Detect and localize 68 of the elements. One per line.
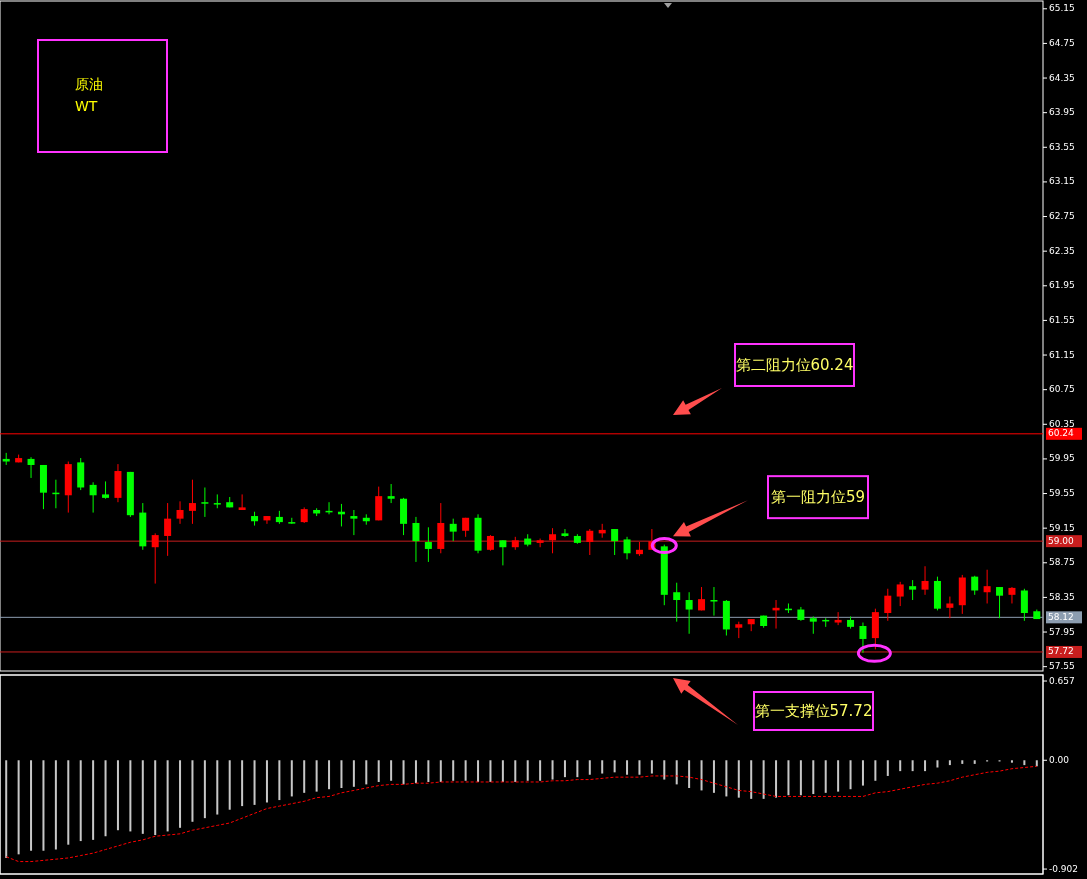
- candlestick: [996, 586, 1004, 619]
- candlestick: [1008, 586, 1016, 604]
- annotation: 第一支撑位57.72: [754, 701, 873, 720]
- candlestick: [673, 582, 681, 623]
- candlestick: [412, 516, 420, 563]
- y-tick-label: 64.35: [1049, 72, 1075, 83]
- y-tick-label: 64.75: [1049, 37, 1075, 48]
- y-tick-label: 0.657: [1049, 675, 1075, 686]
- candlestick: [238, 493, 246, 511]
- candlestick: [536, 538, 544, 548]
- y-tick-label: 58.35: [1049, 591, 1075, 602]
- text: 原油: [75, 76, 103, 92]
- candlestick: [499, 539, 507, 566]
- candlestick: [263, 515, 271, 525]
- candlestick: [909, 579, 917, 601]
- y-tick-label: 57.55: [1049, 661, 1075, 672]
- ref-line-label: 57.72: [1048, 646, 1074, 657]
- candlestick: [971, 575, 979, 596]
- candlestick: [176, 500, 184, 525]
- annotation: 第一阻力位59: [770, 487, 866, 506]
- candlestick: [586, 528, 594, 556]
- ref-line-label: 60.24: [1048, 428, 1075, 439]
- candlestick: [549, 527, 557, 554]
- y-tick-label: 61.95: [1049, 280, 1075, 291]
- ref-line-label: 59.00: [1048, 535, 1075, 546]
- candlestick: [350, 509, 358, 536]
- candlestick: [89, 481, 97, 514]
- y-tick-label: 58.75: [1049, 557, 1075, 568]
- candlestick: [983, 569, 991, 604]
- y-tick-label: 61.15: [1049, 349, 1075, 360]
- y-tick-label: 63.55: [1049, 141, 1075, 152]
- candlestick: [611, 528, 619, 556]
- y-tick-label: 59.15: [1049, 522, 1075, 533]
- candlestick: [424, 526, 432, 563]
- candlestick: [834, 611, 842, 626]
- y-tick-label: 57.95: [1049, 626, 1075, 637]
- candlestick: [859, 622, 867, 654]
- candlestick: [387, 483, 395, 504]
- candlestick: [27, 456, 35, 479]
- candlestick: [1020, 588, 1028, 622]
- candlestick: [561, 528, 569, 538]
- candlestick: [201, 486, 209, 518]
- candlestick: [710, 586, 718, 617]
- y-tick-label: 60.35: [1049, 418, 1075, 429]
- candlestick: [685, 591, 693, 635]
- candlestick: [896, 581, 904, 607]
- y-tick-label: 61.55: [1049, 314, 1075, 325]
- y-tick-label: 59.95: [1049, 453, 1075, 464]
- y-tick-label: 65.15: [1049, 3, 1075, 14]
- y-tick-label: 62.75: [1049, 211, 1075, 222]
- text: WT: [75, 98, 98, 114]
- candlestick: [164, 502, 172, 557]
- candlestick: [921, 565, 929, 596]
- candlestick: [188, 479, 196, 525]
- candlestick: [449, 518, 457, 542]
- candlestick: [623, 536, 631, 560]
- candlestick: [151, 532, 159, 585]
- candlestick: [946, 596, 954, 619]
- y-tick-label: -0.902: [1049, 863, 1079, 874]
- y-tick-label: 63.95: [1049, 107, 1075, 118]
- y-tick-label: 63.15: [1049, 176, 1075, 187]
- y-tick-label: 60.75: [1049, 384, 1075, 395]
- annotation: 第二阻力位60.24: [735, 355, 854, 374]
- candlestick: [884, 588, 892, 622]
- y-tick-label: 0.00: [1049, 754, 1070, 765]
- y-tick-label: 62.35: [1049, 245, 1075, 256]
- y-tick-label: 59.55: [1049, 488, 1075, 499]
- ref-line-label: 58.12: [1048, 611, 1074, 622]
